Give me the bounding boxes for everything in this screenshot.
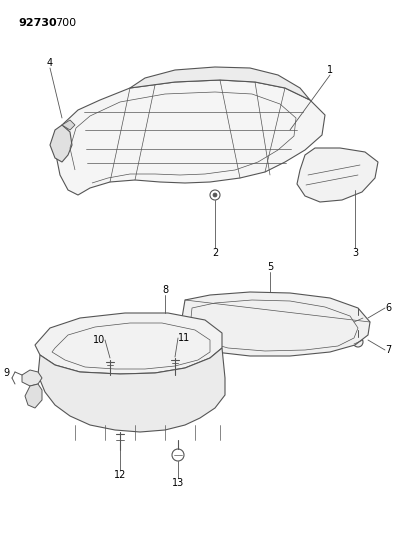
Text: 8: 8	[162, 285, 168, 295]
Circle shape	[353, 337, 363, 347]
Polygon shape	[62, 120, 75, 130]
Circle shape	[107, 367, 113, 373]
Polygon shape	[35, 313, 222, 374]
Text: 2: 2	[212, 248, 218, 258]
Polygon shape	[22, 370, 42, 386]
Polygon shape	[130, 67, 310, 100]
Text: 13: 13	[172, 478, 184, 488]
Polygon shape	[25, 384, 42, 408]
Polygon shape	[38, 348, 225, 432]
Circle shape	[353, 315, 363, 325]
Text: 700: 700	[55, 18, 76, 28]
Circle shape	[213, 193, 217, 197]
Polygon shape	[50, 125, 72, 162]
Text: 4: 4	[47, 58, 53, 68]
Text: 7: 7	[385, 345, 391, 355]
Text: 1: 1	[327, 65, 333, 75]
Polygon shape	[297, 148, 378, 202]
Text: 9: 9	[4, 368, 10, 378]
Text: 3: 3	[352, 248, 358, 258]
Text: 12: 12	[114, 470, 126, 480]
Text: 92730: 92730	[18, 18, 57, 28]
Polygon shape	[55, 80, 325, 195]
Text: 11: 11	[178, 333, 190, 343]
Text: 10: 10	[93, 335, 105, 345]
Text: 6: 6	[385, 303, 391, 313]
Polygon shape	[180, 292, 370, 356]
Circle shape	[172, 368, 178, 374]
Text: 5: 5	[267, 262, 273, 272]
